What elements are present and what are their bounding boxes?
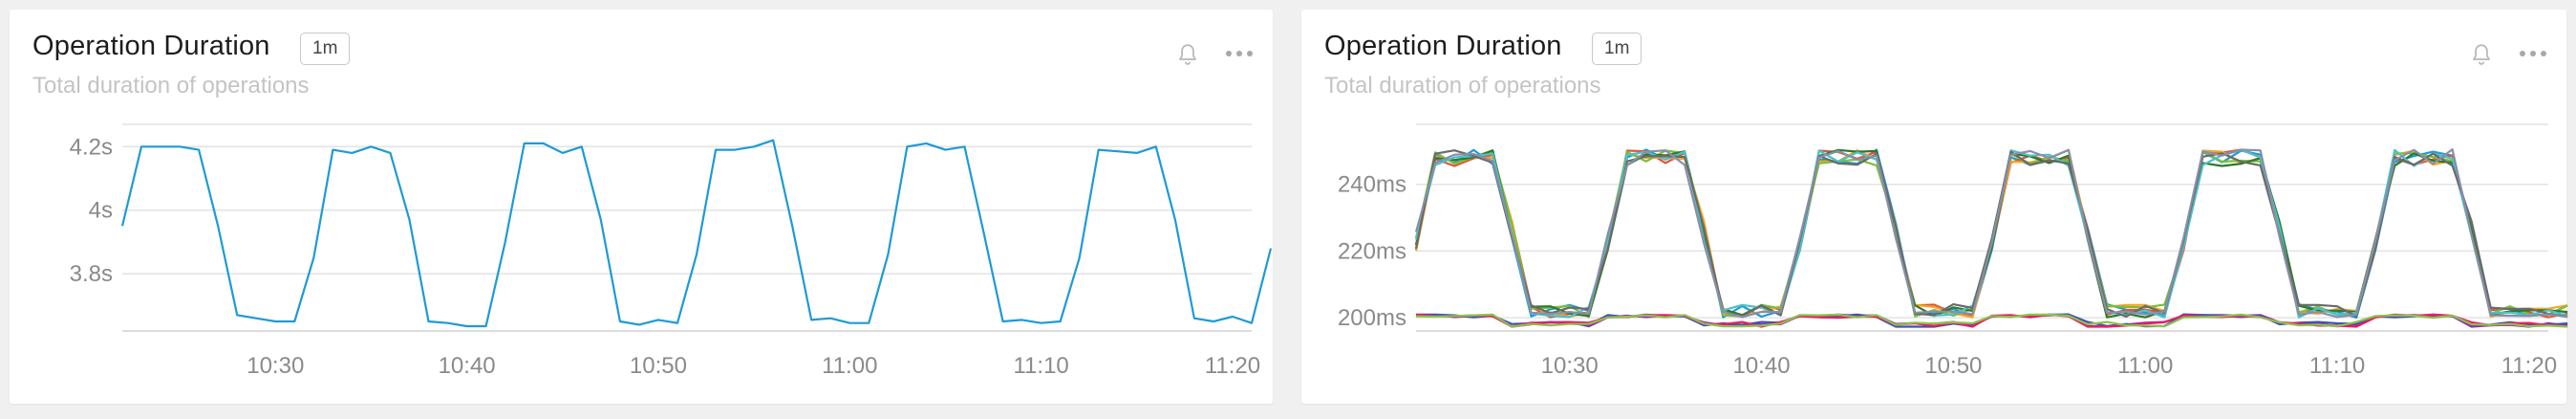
series-line-12 — [1415, 313, 2568, 328]
panel-subtitle: Total duration of operations — [1324, 73, 1601, 99]
panel-subtitle: Total duration of operations — [32, 73, 310, 99]
series-line-7 — [1414, 149, 2568, 319]
line-chart: 200ms 220ms 240ms 10:30 10:40 10:50 11:00 11:10… — [1338, 123, 2568, 379]
y-tick-label: 4.2s — [70, 134, 113, 160]
series-line-4 — [1414, 149, 2568, 319]
x-tick-label: 10:50 — [630, 353, 687, 379]
series-line-8 — [1414, 148, 2568, 319]
x-tick-label: 11:10 — [2309, 353, 2365, 379]
x-tick-label: 11:00 — [2117, 353, 2173, 379]
x-tick-label: 11:20 — [1205, 353, 1260, 379]
x-tick-label: 11:20 — [2501, 353, 2557, 379]
y-tick-label: 4s — [89, 198, 113, 224]
y-tick-label: 220ms — [1338, 238, 1406, 264]
x-tick-label: 11:00 — [822, 353, 877, 379]
x-tick-label: 10:30 — [1541, 353, 1599, 379]
series-line-1 — [1414, 148, 2568, 320]
panel-title: Operation Duration — [32, 31, 270, 61]
x-tick-label: 10:40 — [1732, 353, 1790, 379]
series-line-2 — [1414, 148, 2568, 319]
bell-icon[interactable] — [2469, 42, 2494, 67]
series-line-5 — [1414, 148, 2568, 319]
x-tick-label: 11:10 — [1013, 353, 1068, 379]
line-chart: 3.8s 4s 4.2s 10:30 10:40 10:50 11:00 11:10 11:20 — [70, 123, 1273, 379]
series-line-3 — [1414, 148, 2568, 319]
y-tick-label: 200ms — [1338, 305, 1406, 331]
more-icon[interactable] — [2517, 42, 2549, 65]
interval-badge[interactable]: 1m — [1592, 33, 1642, 65]
x-tick-label: 10:40 — [439, 353, 496, 379]
y-tick-label: 3.8s — [70, 261, 113, 287]
y-tick-label: 240ms — [1338, 172, 1406, 198]
series-line-1 — [120, 139, 1273, 328]
bell-icon[interactable] — [1175, 42, 1200, 67]
x-tick-label: 10:30 — [247, 353, 304, 379]
chart-panel-2: Operation Duration 1m Total duration of … — [1301, 10, 2568, 404]
interval-badge[interactable]: 1m — [300, 33, 351, 65]
x-tick-label: 10:50 — [1924, 353, 1982, 379]
chart-panel-1: Operation Duration 1m Total duration of … — [10, 10, 1273, 404]
panel-title: Operation Duration — [1324, 31, 1562, 61]
series-line-6 — [1414, 148, 2568, 319]
more-icon[interactable] — [1223, 42, 1256, 65]
